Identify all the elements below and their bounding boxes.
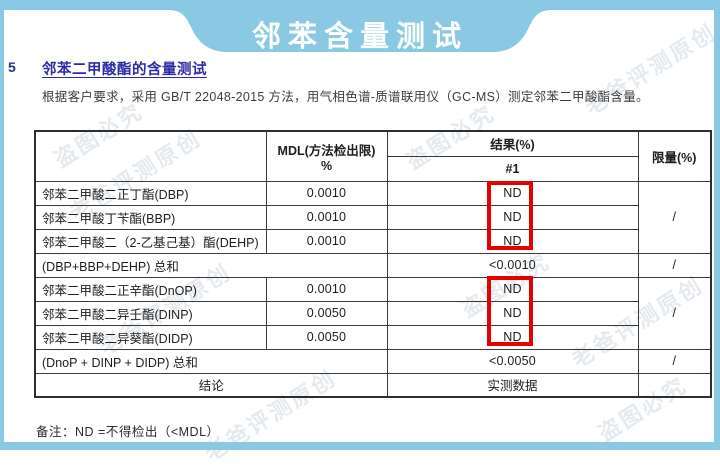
result-value: ND <box>386 276 639 302</box>
table-row-sum1: (DBP+BBP+DEHP) 总和 <0.0010 / <box>34 252 712 278</box>
result-value: <0.0050 <box>386 348 639 374</box>
table-row-bbp: 邻苯二甲酸丁苄酯(BBP) 0.0010 ND <box>34 204 711 230</box>
sum-label: (DnoP + DINP + DIDP) 总和 <box>34 348 388 374</box>
table-row-dehp: 邻苯二甲酸二（2-乙基己基）酯(DEHP) 0.0010 ND <box>34 228 711 254</box>
substance-name: 邻苯二甲酸二正丁酯(DBP) <box>34 180 267 206</box>
header-sample-cell: #1 <box>386 155 639 182</box>
header-mdl-line1: MDL(方法检出限) <box>277 143 376 158</box>
table-row-dbp: 邻苯二甲酸二正丁酯(DBP) 0.0010 ND / <box>34 180 712 254</box>
limit-value-group1: / <box>637 180 712 254</box>
header-limit-cell: 限量(%) <box>637 130 712 182</box>
sum-label: (DBP+BBP+DEHP) 总和 <box>34 252 388 278</box>
limit-value-group2: / <box>637 276 712 350</box>
result-value: ND <box>386 204 639 230</box>
conclusion-limit-cell <box>637 372 712 398</box>
mdl-value: 0.0010 <box>265 180 388 206</box>
mdl-value: 0.0050 <box>265 324 388 350</box>
mdl-value: 0.0010 <box>265 276 388 302</box>
header-mdl-cell: MDL(方法检出限) % <box>265 130 388 182</box>
header-result-cell: 结果(%) <box>386 130 639 157</box>
mdl-value: 0.0050 <box>265 300 388 326</box>
footer-note: 备注：ND =不得检出（<MDL） <box>36 425 220 439</box>
table-row-sum2: (DnoP + DINP + DIDP) 总和 <0.0050 / <box>34 348 712 374</box>
header-mdl-line2: % <box>320 158 333 173</box>
table-row-conclusion: 结论 实测数据 <box>34 372 712 398</box>
mdl-value: 0.0010 <box>265 204 388 230</box>
result-value: ND <box>386 228 639 254</box>
page-border-right <box>714 0 720 450</box>
substance-name: 邻苯二甲酸丁苄酯(BBP) <box>34 204 267 230</box>
limit-value: / <box>637 348 712 374</box>
conclusion-value: 实测数据 <box>386 372 639 398</box>
substance-name: 邻苯二甲酸二异壬酯(DINP) <box>34 300 267 326</box>
substance-name: 邻苯二甲酸二正辛酯(DnOP) <box>34 276 267 302</box>
substance-name: 邻苯二甲酸二（2-乙基己基）酯(DEHP) <box>34 228 267 254</box>
table-row-dnop: 邻苯二甲酸二正辛酯(DnOP) 0.0010 ND / <box>34 276 712 350</box>
result-value: ND <box>386 180 639 206</box>
page-border-bottom <box>0 442 720 450</box>
banner-ribbon-shape <box>0 0 720 52</box>
result-value: ND <box>386 300 639 326</box>
table-row-dinp: 邻苯二甲酸二异壬酯(DINP) 0.0050 ND <box>34 300 711 326</box>
table-header-row-1: MDL(方法检出限) % 结果(%) 限量(%) <box>34 130 712 182</box>
table-row-didp: 邻苯二甲酸二异葵酯(DIDP) 0.0050 ND <box>34 324 711 350</box>
result-value: ND <box>386 324 639 350</box>
phthalate-results-table: MDL(方法检出限) % 结果(%) 限量(%) #1 邻苯二甲酸二正丁酯(DB… <box>34 130 712 398</box>
section-heading: 邻苯二甲酸酯的含量测试 <box>42 62 207 78</box>
substance-name: 邻苯二甲酸二异葵酯(DIDP) <box>34 324 267 350</box>
section-description: 根据客户要求，采用 GB/T 22048-2015 方法，用气相色谱-质谱联用仪… <box>42 90 649 104</box>
page-title: 邻苯含量测试 <box>251 21 468 53</box>
header-item-cell <box>34 130 267 182</box>
result-value: <0.0010 <box>386 252 639 278</box>
conclusion-label: 结论 <box>34 372 388 398</box>
page-border-left <box>0 0 4 450</box>
section-number: 5 <box>8 59 16 75</box>
limit-value: / <box>637 252 712 278</box>
mdl-value: 0.0010 <box>265 228 388 254</box>
